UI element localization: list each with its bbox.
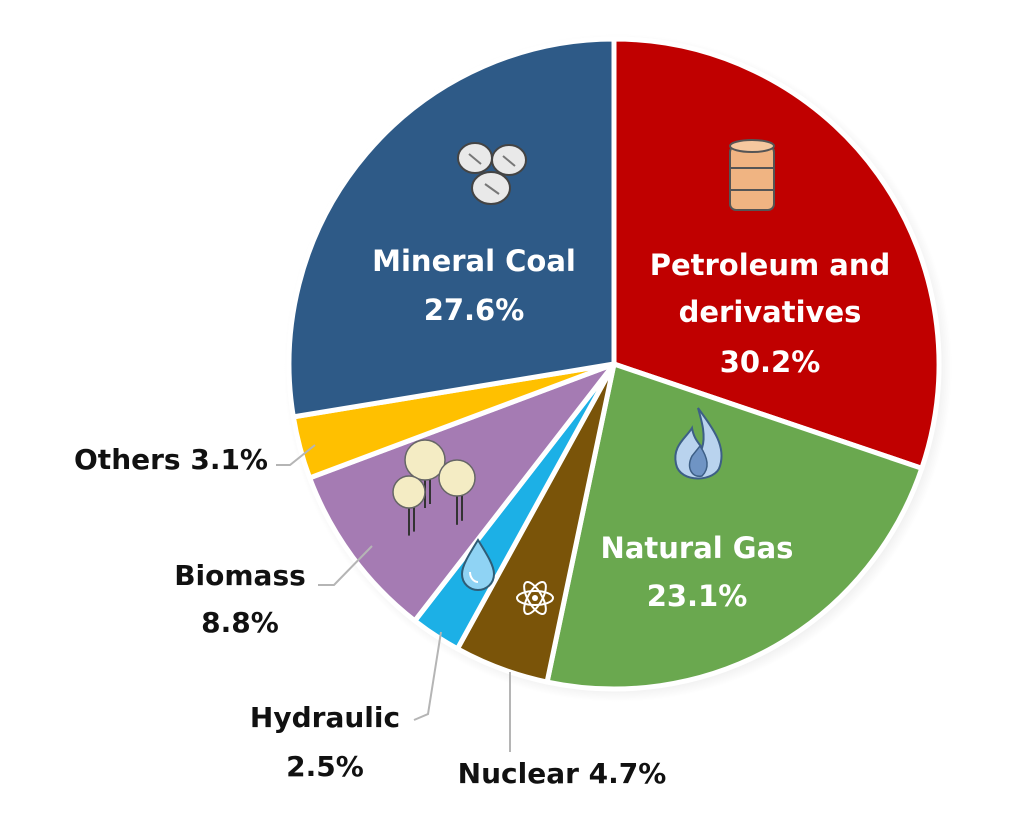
atom-icon [516, 581, 554, 615]
slice-label-natural-gas-1: Natural Gas [601, 531, 794, 565]
leader-line-biomass [318, 545, 373, 586]
leader-line-hydraulic [413, 631, 442, 721]
pie-slice-mineral-coal [286, 36, 617, 420]
slice-label-biomass-1: Biomass [174, 559, 306, 592]
water-drop-icon [460, 538, 496, 592]
leader-line-others [276, 444, 316, 466]
slice-label-petroleum-and-derivatives-2: derivatives [679, 295, 862, 329]
slice-label-natural-gas-2: 23.1% [647, 579, 748, 613]
slice-label-others-1: Others 3.1% [74, 443, 268, 476]
slice-label-biomass-2: 8.8% [201, 606, 279, 639]
slice-label-hydraulic-2: 2.5% [286, 750, 364, 783]
slice-label-hydraulic-1: Hydraulic [250, 701, 400, 734]
pie-slice-petroleum-and-derivatives [611, 36, 942, 471]
oil-barrel-icon [729, 139, 775, 211]
flame-icon [674, 407, 723, 480]
trees-icon [392, 439, 476, 536]
slice-label-petroleum-and-derivatives-3: 30.2% [720, 345, 821, 379]
slice-label-mineral-coal-1: Mineral Coal [372, 244, 576, 278]
pie-slice-natural-gas [544, 361, 925, 692]
slice-label-mineral-coal-2: 27.6% [424, 293, 525, 327]
coal-icon [457, 142, 527, 205]
slice-label-petroleum-and-derivatives-1: Petroleum and [650, 248, 891, 282]
slice-label-nuclear-1: Nuclear 4.7% [458, 757, 667, 790]
